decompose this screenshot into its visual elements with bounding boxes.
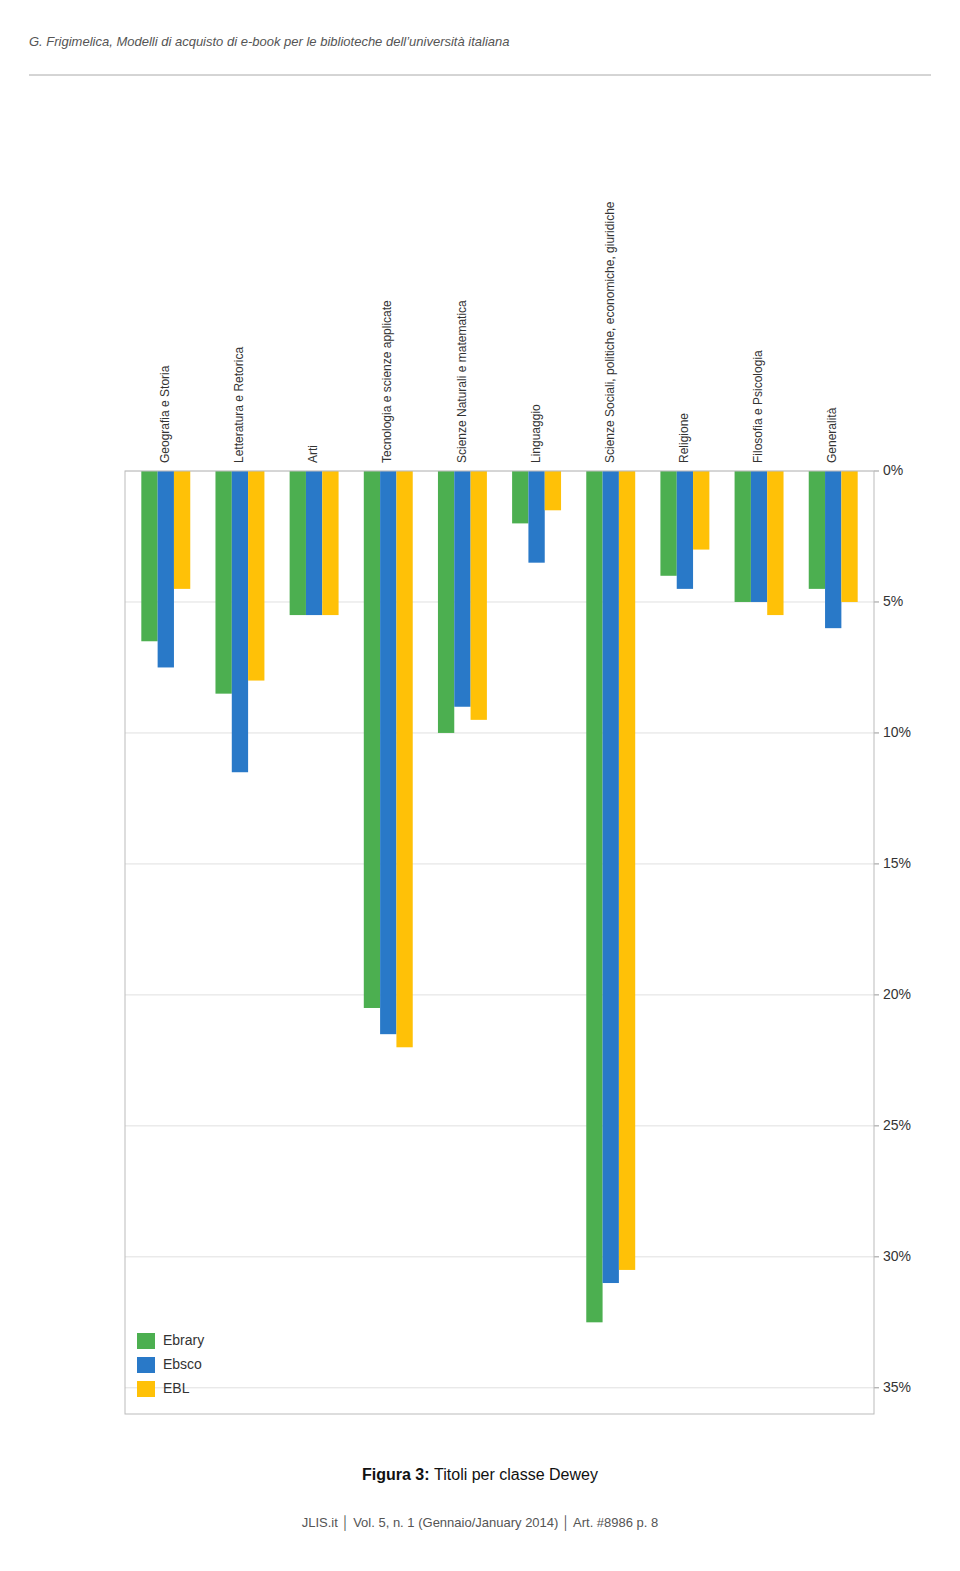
legend-swatch: [137, 1381, 155, 1397]
bar: [454, 471, 470, 707]
footer-title: Figura 3: Titoli per classe Dewey: [362, 1466, 598, 1483]
category-label: Religione: [677, 413, 691, 463]
bar: [619, 471, 635, 1270]
category-label: Geografia e Storia: [158, 365, 172, 463]
bar: [396, 471, 412, 1047]
bar: [471, 471, 487, 720]
y-tick-label: 0%: [883, 462, 903, 478]
bar: [322, 471, 338, 615]
bar: [825, 471, 841, 628]
category-label: Scienze Sociali, politiche, economiche, …: [603, 201, 617, 463]
grid-line: [125, 1387, 874, 1388]
y-tick: [874, 1387, 879, 1388]
y-tick-label: 25%: [883, 1117, 911, 1133]
legend-swatch: [137, 1333, 155, 1349]
legend-label: Ebrary: [163, 1332, 204, 1348]
category-label: Tecnologia e scienze applicate: [380, 300, 394, 463]
header-rule: [29, 75, 931, 76]
grid-line: [125, 994, 874, 995]
y-tick-label: 10%: [883, 724, 911, 740]
y-tick-label: 15%: [883, 855, 911, 871]
bar: [215, 471, 231, 694]
bar: [603, 471, 619, 1283]
bar: [141, 471, 157, 641]
bar: [512, 471, 528, 523]
bar: [677, 471, 693, 589]
category-label: Arti: [306, 445, 320, 463]
bar: [751, 471, 767, 602]
y-tick: [874, 1256, 879, 1257]
category-label: Linguaggio: [529, 404, 543, 463]
bar: [438, 471, 454, 733]
footer-note: JLIS.it │ Vol. 5, n. 1 (Gennaio/January …: [302, 1515, 659, 1531]
legend: Ebrary Ebsco EBL: [137, 1332, 204, 1397]
footer-title-bold: Figura 3:: [362, 1466, 434, 1483]
grid-line: [125, 863, 874, 864]
bars: [141, 471, 857, 1322]
grid-line: [125, 1125, 874, 1126]
bar: [290, 471, 306, 615]
bar: [735, 471, 751, 602]
grid: [125, 471, 874, 1388]
legend-swatch: [137, 1357, 155, 1373]
y-axis: 0% 5% 10% 15% 20% 25% 30% 35%: [874, 462, 911, 1395]
category-label: Filosofia e Psicologia: [751, 350, 765, 463]
category-label: Generalità: [825, 407, 839, 463]
bar: [306, 471, 322, 615]
bar: [380, 471, 396, 1034]
grid-line: [125, 1256, 874, 1257]
legend-label: EBL: [163, 1380, 190, 1396]
bar: [364, 471, 380, 1008]
y-tick: [874, 1125, 879, 1126]
bar: [809, 471, 825, 589]
x-axis: Geografia e Storia Letteratura e Retorica…: [158, 201, 839, 463]
y-tick-label: 5%: [883, 593, 903, 609]
category-label: Letteratura e Retorica: [232, 347, 246, 463]
bar: [528, 471, 544, 563]
chart: G. Frigimelica, Modelli di acquisto di e…: [0, 0, 960, 1571]
bar: [545, 471, 561, 510]
bar: [248, 471, 264, 681]
bar: [586, 471, 602, 1322]
legend-label: Ebsco: [163, 1356, 202, 1372]
bar: [693, 471, 709, 550]
y-tick-label: 35%: [883, 1379, 911, 1395]
y-tick: [874, 994, 879, 995]
footer-title-rest: Titoli per classe Dewey: [434, 1466, 598, 1483]
bar: [660, 471, 676, 576]
bar: [841, 471, 857, 602]
bar: [158, 471, 174, 667]
bar: [767, 471, 783, 615]
bar: [174, 471, 190, 589]
y-tick-label: 20%: [883, 986, 911, 1002]
bar: [232, 471, 248, 772]
category-label: Scienze Naturali e matematica: [455, 300, 469, 463]
y-tick: [874, 732, 879, 733]
y-tick: [874, 863, 879, 864]
y-tick: [874, 471, 879, 472]
y-tick-label: 30%: [883, 1248, 911, 1264]
plot-area: [125, 471, 874, 1414]
plot-frame: [125, 471, 874, 1414]
header-text: G. Frigimelica, Modelli di acquisto di e…: [29, 34, 510, 49]
y-tick: [874, 601, 879, 602]
